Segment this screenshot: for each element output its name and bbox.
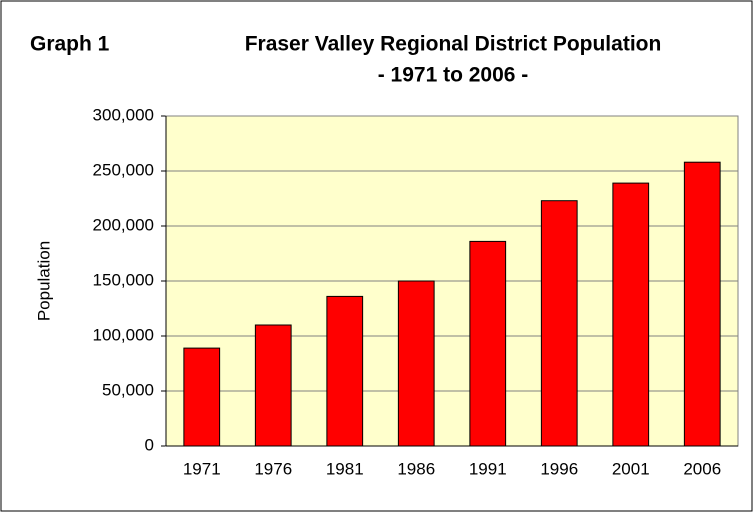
chart-subtitle: - 1971 to 2006 - [378,64,529,87]
bar [612,182,650,447]
bar [540,200,578,447]
bar [683,161,721,447]
x-tick-label: 1971 [183,459,221,478]
bar [469,240,507,447]
chart-title: Fraser Valley Regional District Populati… [245,33,662,56]
x-tick-label: 1976 [254,459,292,478]
x-tick-label: 1986 [397,459,435,478]
y-tick-label: 200,000 [93,215,154,234]
y-tick-label: 250,000 [93,160,154,179]
figure-label: Graph 1 [30,33,110,56]
y-tick-label: 150,000 [93,270,154,289]
x-tick-label: 2006 [683,459,721,478]
bar [183,347,221,447]
x-tick-label: 1991 [469,459,507,478]
y-tick-label: 100,000 [93,325,154,344]
bar [254,324,292,447]
y-tick-label: 300,000 [93,105,154,124]
y-tick-label: 50,000 [102,380,154,399]
y-axis-label: Population [34,241,53,321]
x-tick-label: 2001 [612,459,650,478]
y-tick-label: 0 [145,435,154,454]
x-tick-label: 1981 [326,459,364,478]
x-tick-label: 1996 [540,459,578,478]
bar [397,280,435,447]
bar [326,295,364,447]
